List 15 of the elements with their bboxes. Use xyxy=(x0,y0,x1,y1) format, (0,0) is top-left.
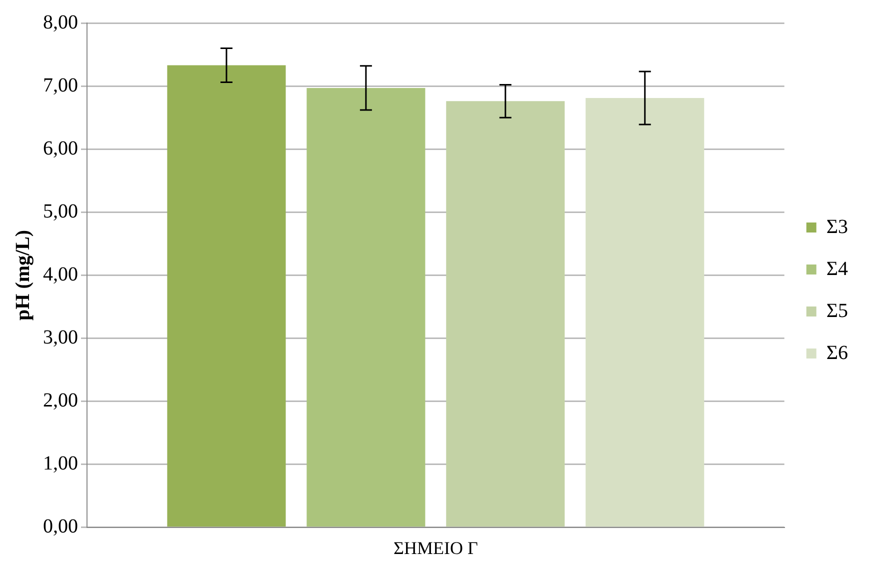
y-tick-label: 1,00 xyxy=(43,452,78,475)
legend-label: Σ3 xyxy=(826,216,848,238)
y-tick-label: 4,00 xyxy=(43,263,78,286)
y-tick-label: 0,00 xyxy=(43,516,78,538)
legend-label: Σ6 xyxy=(826,342,848,364)
y-tick-label: 8,00 xyxy=(43,11,78,34)
x-tick-label: ΣΗΜΕΙΟ Γ xyxy=(393,538,478,558)
legend-label: Σ5 xyxy=(826,300,848,322)
y-tick-label: 7,00 xyxy=(43,74,78,96)
y-tick-label: 5,00 xyxy=(43,200,78,222)
y-tick-label: 2,00 xyxy=(43,390,78,412)
y-tick-label: 3,00 xyxy=(43,326,78,348)
y-tick-label: 6,00 xyxy=(43,137,78,160)
y-axis-title: pH (mg/L) xyxy=(12,230,34,320)
legend-label: Σ4 xyxy=(826,258,848,280)
